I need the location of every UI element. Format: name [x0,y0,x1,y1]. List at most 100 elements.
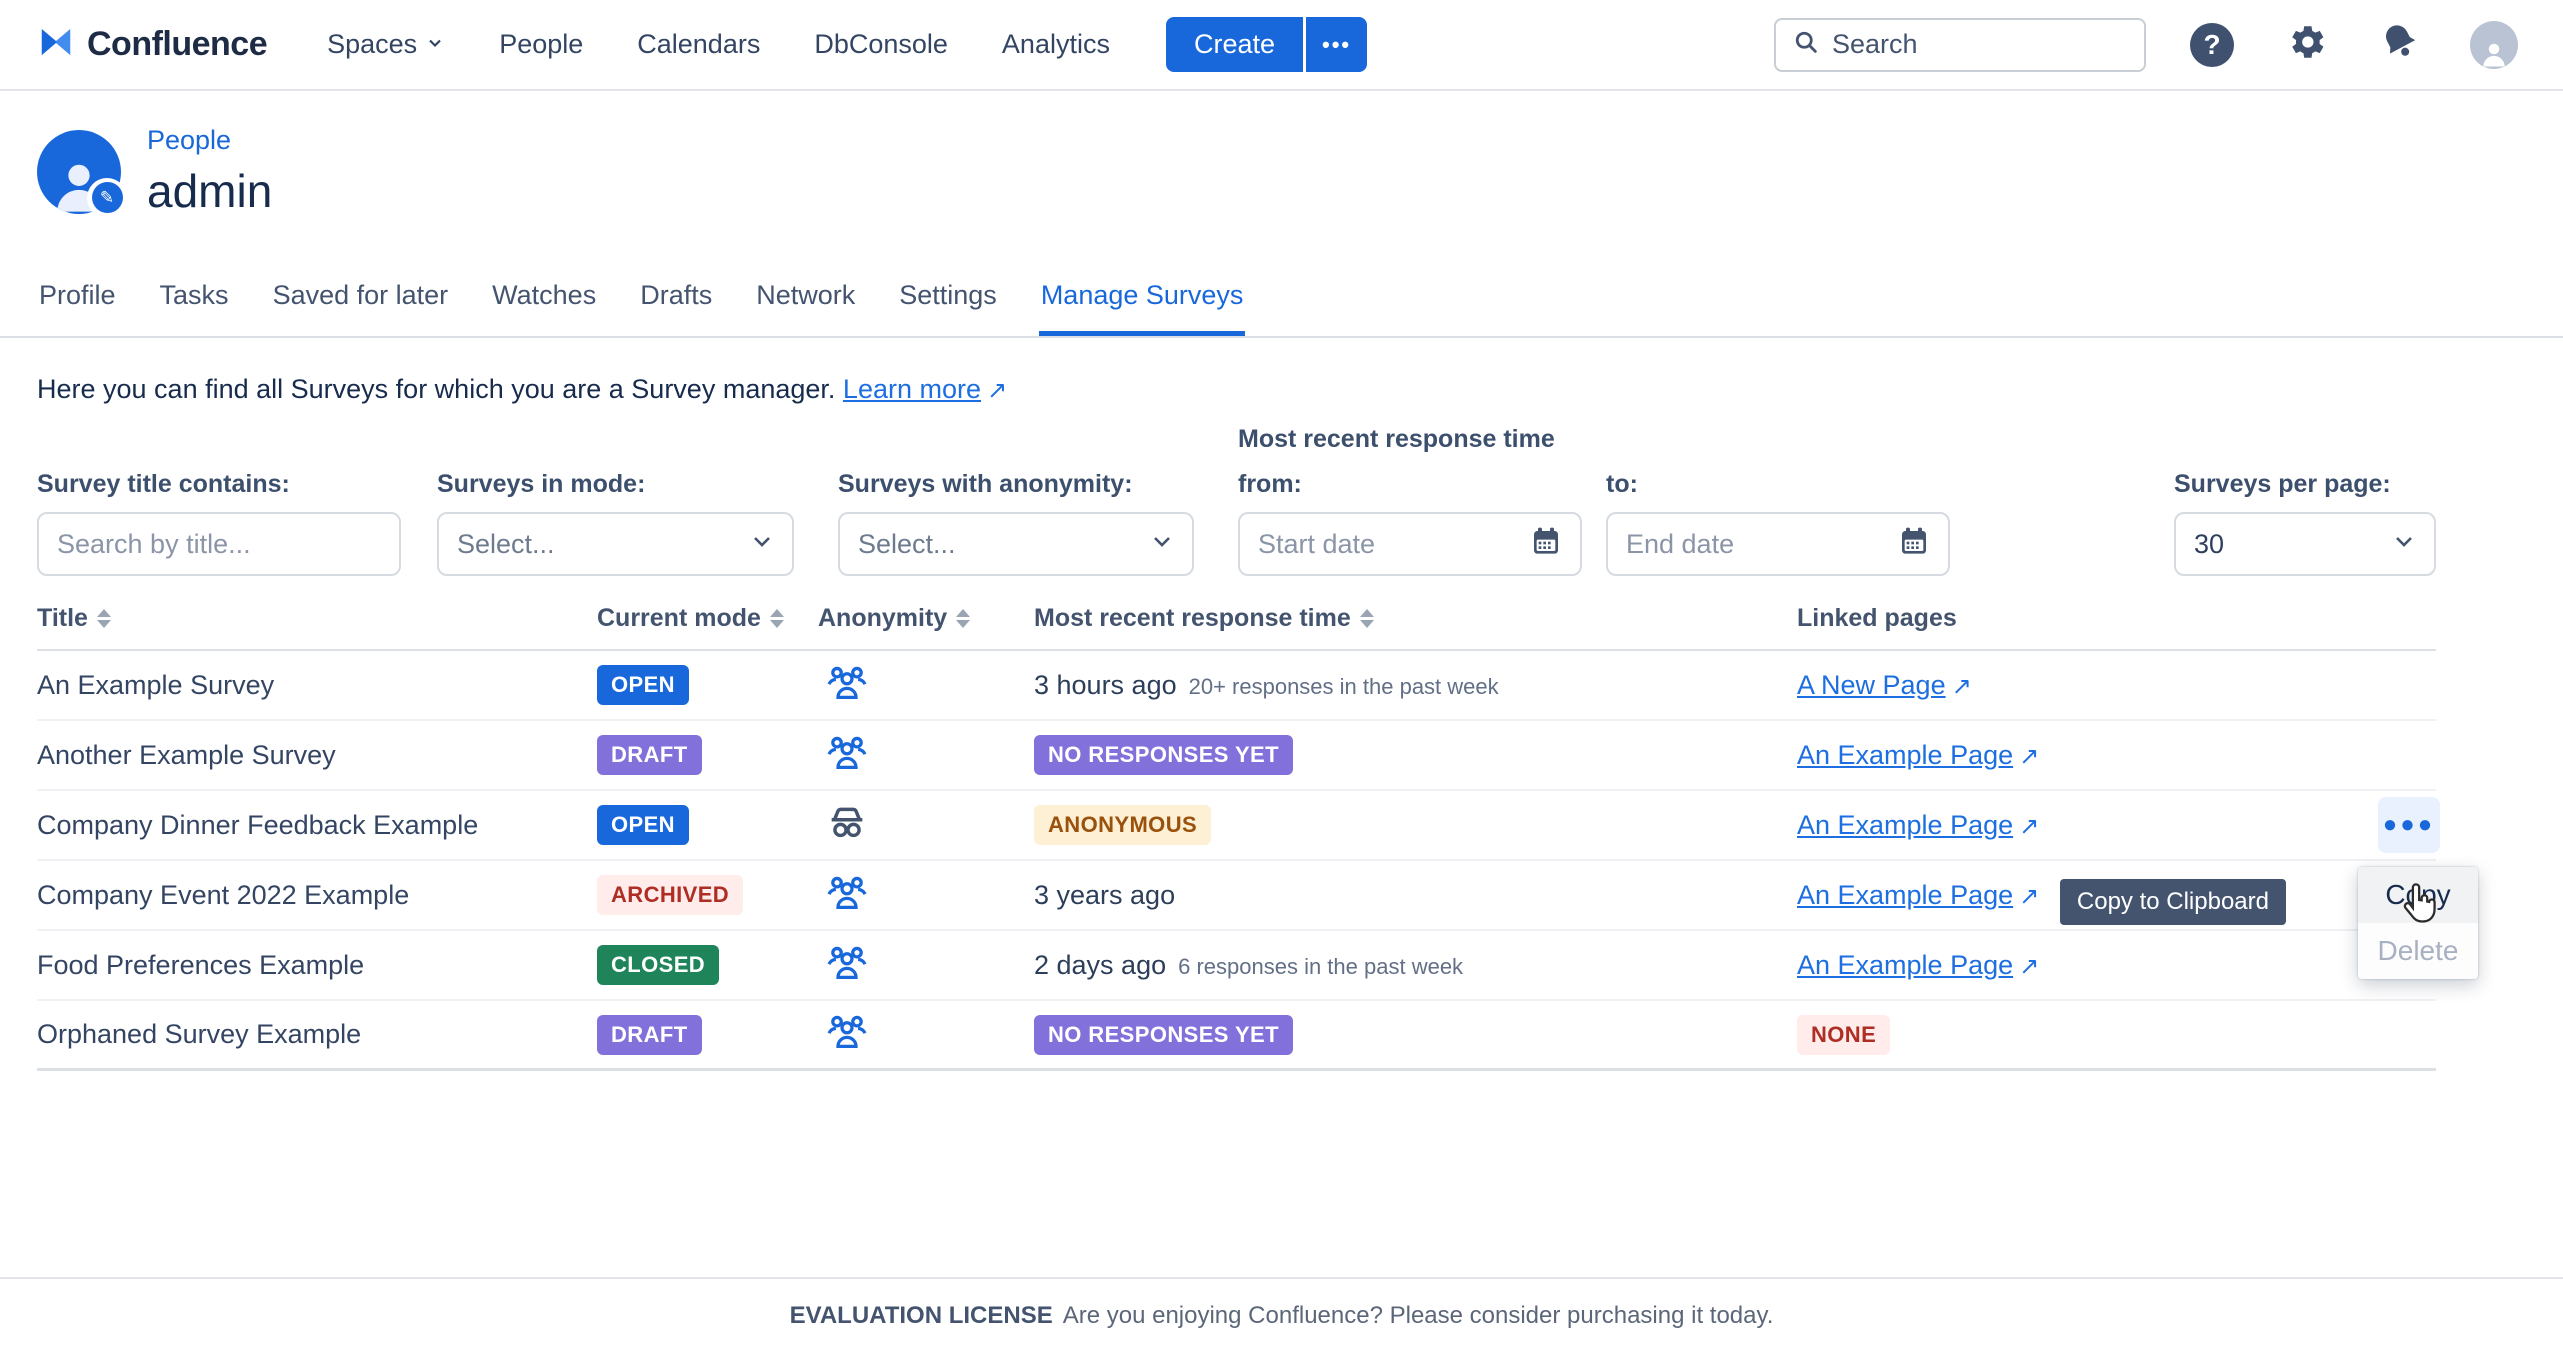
table-row: Another Example Survey DRAFT NO RESPONSE… [37,721,2436,791]
tab-settings[interactable]: Settings [899,280,997,310]
global-search[interactable] [1774,17,2146,72]
nav-item-calendars[interactable]: Calendars [637,29,761,59]
nav-item-analytics[interactable]: Analytics [1001,29,1110,59]
mode-cell: OPEN [597,805,818,845]
mode-badge: ARCHIVED [597,875,744,915]
copy-tooltip: Copy to Clipboard [2059,879,2286,925]
chevron-down-icon [750,529,774,560]
linked-page-link[interactable]: An Example Page [1797,809,2014,840]
row-actions-button[interactable]: ●●● [2378,797,2440,853]
anonymity-cell [818,660,1034,711]
mode-badge: CLOSED [597,945,720,985]
mode-badge: DRAFT [597,1014,702,1055]
intro-sentence: Here you can find all Surveys for which … [37,374,836,404]
mode-select[interactable]: Select... [437,512,794,576]
start-date-field[interactable] [1238,512,1582,576]
external-link-icon: ↗ [2019,742,2040,770]
table-header: Title Current mode Anonymity Most recent re… [37,604,2436,651]
response-status-badge: NO RESPONSES YET [1034,1014,1293,1055]
response-time-cell: NO RESPONSES YET [1034,1014,1797,1055]
column-header-anonymity[interactable]: Anonymity [818,604,1034,633]
column-header-title[interactable]: Title [37,604,597,633]
anonymity-cell [818,870,1034,921]
user-avatar[interactable] [2470,20,2518,69]
survey-title: Another Example Survey [37,739,336,770]
end-date-field[interactable] [1606,512,1950,576]
filter-anonymity-label: Surveys with anonymity: [838,470,1133,498]
end-date-input[interactable] [1626,528,1898,560]
create-more-button[interactable]: ••• [1306,17,1368,72]
learn-more-link[interactable]: Learn more [842,374,981,404]
create-button[interactable]: Create [1165,17,1304,72]
calendar-icon[interactable] [1530,525,1562,564]
confluence-brand[interactable]: Confluence [37,23,268,66]
row-actions-menu: Copy Delete [2358,867,2478,979]
mode-cell: OPEN [597,665,818,705]
survey-title: Company Dinner Feedback Example [37,809,479,840]
profile-avatar[interactable]: ✎ [37,129,127,218]
filter-mode-label: Surveys in mode: [437,470,646,498]
start-date-input[interactable] [1258,528,1530,560]
calendar-icon[interactable] [1898,525,1930,564]
nav-item-people[interactable]: People [499,29,584,59]
page-title: admin [147,165,273,217]
settings-button[interactable] [2282,21,2330,69]
anonymity-cell [818,800,1034,851]
intro-text: Here you can find all Surveys for which … [37,374,2436,405]
linked-page-link[interactable]: An Example Page [1797,739,2014,770]
anonymity-select[interactable]: Select... [838,512,1194,576]
tab-manage-surveys[interactable]: Manage Surveys [1038,280,1246,336]
surveys-table: An Example Survey OPEN 3 hours ago 20+ re… [37,651,2478,1071]
column-header-most-recent-response-time[interactable]: Most recent response time [1034,604,1797,633]
response-status-badge: ANONYMOUS [1034,805,1212,845]
sort-icon [96,609,111,628]
edit-avatar-badge[interactable]: ✎ [87,177,127,218]
external-link-icon: ↗ [2019,812,2040,840]
nav-item-spaces[interactable]: Spaces [327,29,445,60]
external-link-icon: ↗ [1951,672,1972,700]
anonymity-cell [818,1009,1034,1060]
settings-gear-icon [2284,20,2328,69]
column-header-current-mode[interactable]: Current mode [597,604,818,633]
tab-profile[interactable]: Profile [39,280,116,310]
license-label: EVALUATION LICENSE [789,1301,1053,1329]
filter-to-label: to: [1606,470,1638,498]
tab-network[interactable]: Network [756,280,856,310]
breadcrumb-people-link[interactable]: People [147,125,232,155]
per-page-value: 30 [2194,528,2225,559]
sort-icon [769,609,784,628]
title-filter-input[interactable] [57,528,381,560]
per-page-select[interactable]: 30 [2174,512,2436,576]
response-time: 3 hours ago [1034,669,1177,700]
linked-page-link[interactable]: An Example Page [1797,949,2014,980]
help-button[interactable]: ? [2188,21,2236,69]
linked-pages-cell: An Example Page ↗ [1797,950,2357,981]
table-row: Orphaned Survey Example DRAFT NO RESPONS… [37,1001,2436,1071]
notifications-button[interactable] [2376,21,2424,69]
response-time-cell: ANONYMOUS [1034,805,1797,845]
search-icon [1792,28,1820,61]
actions-cell: ●●● Copy to Clipboard Copy Delete [2059,797,2478,979]
confluence-logo-icon [37,23,75,66]
linked-page-link[interactable]: A New Page [1797,669,1946,700]
response-time: 3 years ago [1034,879,1176,910]
incognito-icon [831,807,863,837]
response-time: 2 days ago [1034,949,1167,980]
table-row: Company Dinner Feedback Example OPEN ANO… [37,791,2478,979]
tab-saved-for-later[interactable]: Saved for later [272,280,449,310]
nav-item-dbconsole[interactable]: DbConsole [814,29,948,59]
survey-title: Company Event 2022 Example [37,879,410,910]
response-status-badge: NO RESPONSES YET [1034,735,1293,775]
linked-pages-cell: An Example Page ↗ [1797,740,2357,771]
menu-item-copy[interactable]: Copy [2358,867,2478,923]
table-row: Food Preferences Example CLOSED 2 days a… [37,931,2436,1001]
menu-item-delete: Delete [2358,923,2478,979]
linked-page-link[interactable]: An Example Page [1797,879,2014,910]
survey-title: Food Preferences Example [37,949,365,980]
tab-tasks[interactable]: Tasks [159,280,229,310]
response-time-cell: 3 hours ago 20+ responses in the past wee… [1034,670,1797,701]
tab-watches[interactable]: Watches [492,280,597,310]
external-link-icon: ↗ [2019,882,2040,910]
tab-drafts[interactable]: Drafts [640,280,713,310]
search-input[interactable] [1832,29,2128,60]
